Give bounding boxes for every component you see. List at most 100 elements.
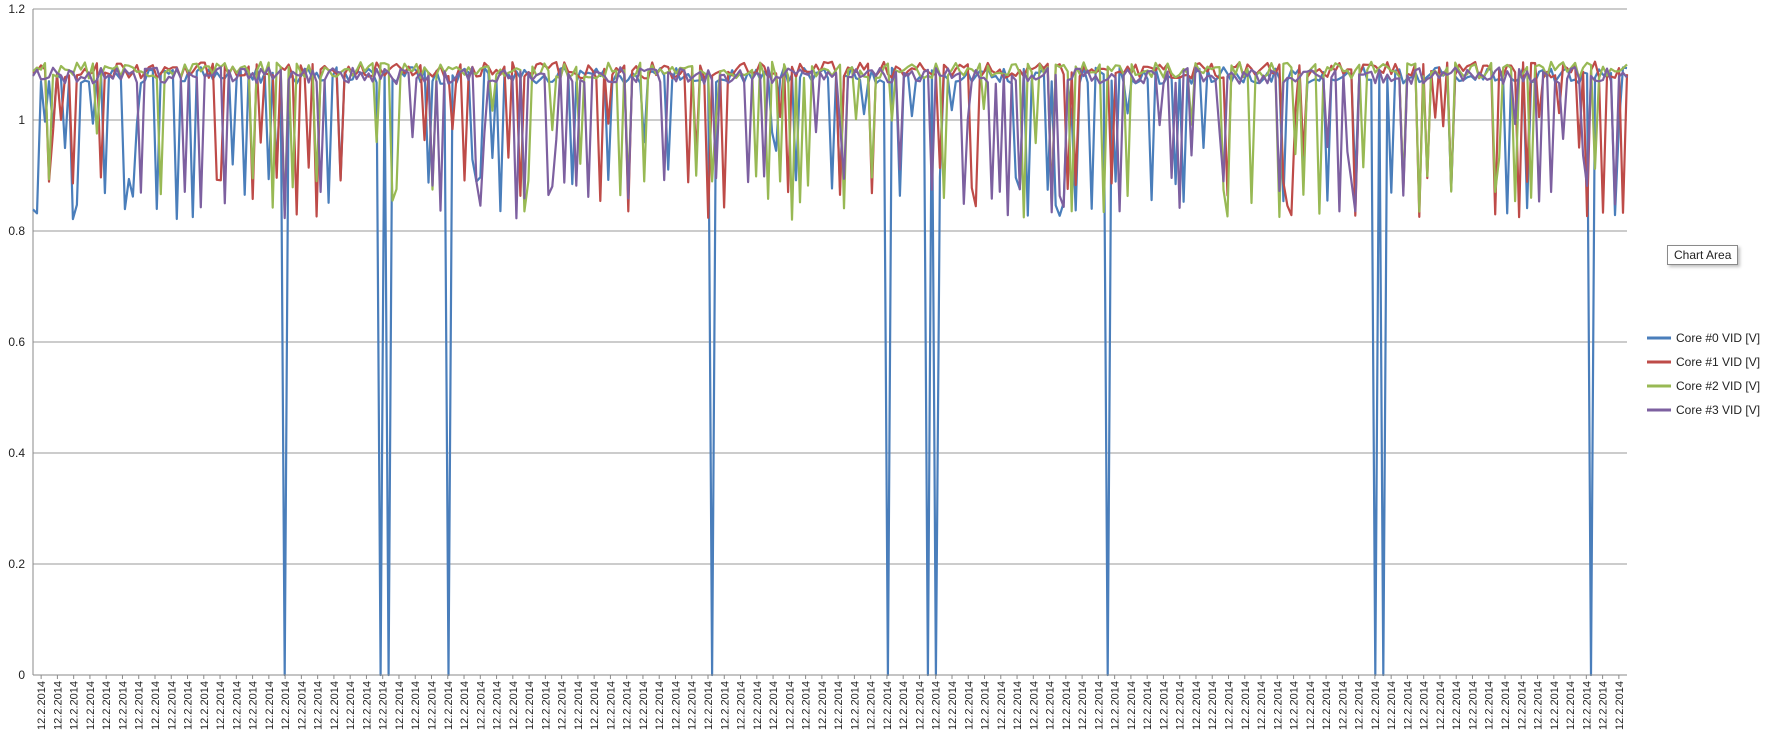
x-tick-label: 12.2.2014 (101, 681, 113, 730)
x-tick-label: 12.2.2014 (833, 681, 845, 730)
x-tick-label: 12.2.2014 (1061, 681, 1073, 730)
x-tick-label: 12.2.2014 (817, 681, 829, 730)
x-tick-label: 12.2.2014 (443, 681, 455, 730)
x-tick-label: 12.2.2014 (459, 681, 471, 730)
x-tick-label: 12.2.2014 (1467, 681, 1479, 730)
x-tick-label: 12.2.2014 (1077, 681, 1089, 730)
series-line-core-1[interactable] (32, 60, 1629, 219)
x-tick-label: 12.2.2014 (280, 681, 292, 730)
x-tick-label: 12.2.2014 (394, 681, 406, 730)
x-tick-label: 12.2.2014 (1565, 681, 1577, 730)
x-tick-label: 12.2.2014 (963, 681, 975, 730)
x-tick-label: 12.2.2014 (752, 681, 764, 730)
x-tick-label: 12.2.2014 (1191, 681, 1203, 730)
x-tick-label: 12.2.2014 (931, 681, 943, 730)
legend-entry: Core #2 VID [V] (1676, 379, 1760, 393)
x-tick-label: 12.2.2014 (1289, 681, 1301, 730)
x-tick-label: 12.2.2014 (1207, 681, 1219, 730)
x-tick-label: 12.2.2014 (1012, 681, 1024, 730)
x-tick-label: 12.2.2014 (410, 681, 422, 730)
x-tick-label: 12.2.2014 (1581, 681, 1593, 730)
x-tick-label: 12.2.2014 (524, 681, 536, 730)
x-tick-label: 12.2.2014 (898, 681, 910, 730)
x-tick-label: 12.2.2014 (1614, 681, 1626, 730)
x-tick-label: 12.2.2014 (1533, 681, 1545, 730)
x-tick-label: 12.2.2014 (296, 681, 308, 730)
x-tick-label: 12.2.2014 (52, 681, 64, 730)
x-tick-label: 12.2.2014 (475, 681, 487, 730)
x-tick-label: 12.2.2014 (573, 681, 585, 730)
y-tick-label: 0.4 (8, 446, 25, 460)
x-tick-label: 12.2.2014 (1158, 681, 1170, 730)
x-tick-label: 12.2.2014 (117, 681, 129, 730)
x-tick-label: 12.2.2014 (36, 681, 48, 730)
x-tick-label: 12.2.2014 (264, 681, 276, 730)
y-tick-label: 1.2 (8, 2, 25, 16)
x-tick-label: 12.2.2014 (768, 681, 780, 730)
x-tick-label: 12.2.2014 (801, 681, 813, 730)
x-tick-label: 12.2.2014 (199, 681, 211, 730)
x-tick-label: 12.2.2014 (183, 681, 195, 730)
x-tick-label: 12.2.2014 (1435, 681, 1447, 730)
x-tick-label: 12.2.2014 (1386, 681, 1398, 730)
x-tick-label: 12.2.2014 (215, 681, 227, 730)
x-tick-label: 12.2.2014 (1354, 681, 1366, 730)
x-tick-label: 12.2.2014 (134, 681, 146, 730)
legend-entry: Core #1 VID [V] (1676, 355, 1760, 369)
x-tick-label: 12.2.2014 (996, 681, 1008, 730)
x-tick-label: 12.2.2014 (638, 681, 650, 730)
y-tick-label: 0.2 (8, 557, 25, 571)
x-tick-label: 12.2.2014 (231, 681, 243, 730)
x-tick-label: 12.2.2014 (882, 681, 894, 730)
x-tick-label: 12.2.2014 (248, 681, 260, 730)
x-tick-label: 12.2.2014 (1451, 681, 1463, 730)
x-tick-label: 12.2.2014 (622, 681, 634, 730)
legend: Core #0 VID [V] Core #1 VID [V] Core #2 VI… (1647, 331, 1760, 417)
x-tick-label: 12.2.2014 (1321, 681, 1333, 730)
x-tick-label: 12.2.2014 (1305, 681, 1317, 730)
series-lines (32, 60, 1629, 677)
x-tick-label: 12.2.2014 (313, 681, 325, 730)
x-tick-label: 12.2.2014 (508, 681, 520, 730)
x-tick-label: 12.2.2014 (1370, 681, 1382, 730)
y-tick-label: 0.8 (8, 224, 25, 238)
x-tick-label: 12.2.2014 (947, 681, 959, 730)
x-tick-label: 12.2.2014 (345, 681, 357, 730)
x-tick-label: 12.2.2014 (166, 681, 178, 730)
y-tick-label: 0 (18, 668, 25, 682)
x-tick-label: 12.2.2014 (670, 681, 682, 730)
x-axis: 12.2.2014 12.2.2014 12.2.2014 12.2.2014 12.2… (33, 674, 1627, 730)
x-tick-label: 12.2.2014 (687, 681, 699, 730)
x-tick-label: 12.2.2014 (540, 681, 552, 730)
chart-area-tooltip: Chart Area (1667, 245, 1739, 265)
x-tick-label: 12.2.2014 (1549, 681, 1561, 730)
x-tick-label: 12.2.2014 (784, 681, 796, 730)
x-tick-label: 12.2.2014 (703, 681, 715, 730)
x-tick-label: 12.2.2014 (427, 681, 439, 730)
x-tick-label: 12.2.2014 (736, 681, 748, 730)
x-tick-label: 12.2.2014 (1598, 681, 1610, 730)
x-tick-label: 12.2.2014 (1142, 681, 1154, 730)
x-tick-label: 12.2.2014 (1419, 681, 1431, 730)
x-tick-label: 12.2.2014 (589, 681, 601, 730)
x-tick-label: 12.2.2014 (866, 681, 878, 730)
x-tick-label: 12.2.2014 (69, 681, 81, 730)
x-tick-label: 12.2.2014 (150, 681, 162, 730)
legend-entry: Core #3 VID [V] (1676, 403, 1760, 417)
x-tick-label: 12.2.2014 (1175, 681, 1187, 730)
series-line-core-3[interactable] (32, 66, 1628, 220)
x-tick-label: 12.2.2014 (719, 681, 731, 730)
x-tick-label: 12.2.2014 (1093, 681, 1105, 730)
x-tick-label: 12.2.2014 (492, 681, 504, 730)
x-tick-label: 12.2.2014 (557, 681, 569, 730)
x-tick-label: 12.2.2014 (1224, 681, 1236, 730)
x-tick-label: 12.2.2014 (1256, 681, 1268, 730)
x-tick-label: 12.2.2014 (1126, 681, 1138, 730)
x-tick-label: 12.2.2014 (1402, 681, 1414, 730)
x-tick-label: 12.2.2014 (1516, 681, 1528, 730)
x-tick-label: 12.2.2014 (1028, 681, 1040, 730)
x-tick-label: 12.2.2014 (378, 681, 390, 730)
x-tick-label: 12.2.2014 (654, 681, 666, 730)
x-tick-label: 12.2.2014 (1484, 681, 1496, 730)
